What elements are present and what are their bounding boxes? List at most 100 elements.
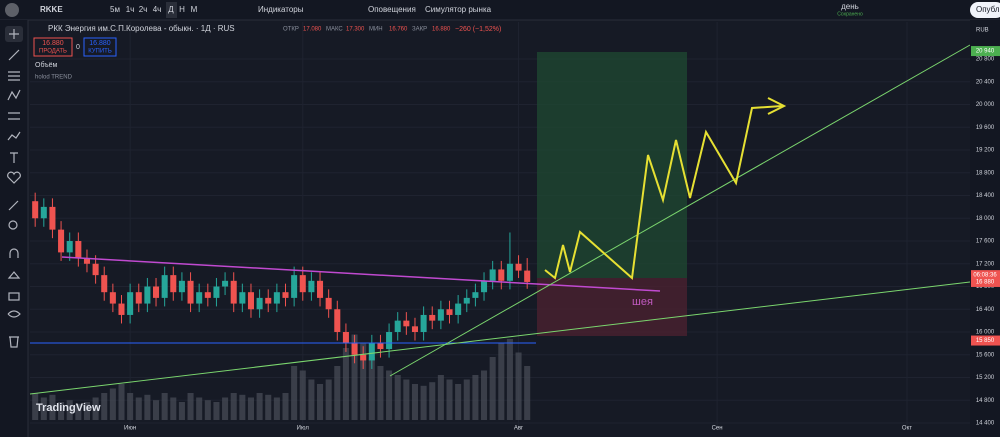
candle-body [256,297,263,310]
volume-bar [299,370,306,420]
ohlc-label: ЗАКР [412,27,427,33]
sell-price[interactable]: 16.880 [42,40,64,47]
zoom-tool[interactable] [8,220,18,230]
lock-tool[interactable] [8,292,20,301]
candle-body [386,332,393,350]
change: −260 (−1,52%) [455,26,501,33]
arrow-head [767,97,787,115]
volume-bar [239,394,246,420]
candle-body [308,280,315,293]
ohlc-value: 16.760 [389,27,408,33]
volume-bar [498,343,505,420]
interval-button[interactable]: 1ч [126,5,135,14]
visibility-tool[interactable] [7,310,21,318]
price-scale-labels: 14 400 14 800 15 200 15 600 16 000 16 400 16 8… [971,46,1000,427]
replay-button[interactable]: Симулятор рынка [425,5,492,14]
buy-button[interactable] [83,37,117,57]
buy-price[interactable]: 16.880 [89,40,111,47]
interval-button[interactable]: М [191,5,198,14]
forecast-path [544,105,783,280]
price-tag-label: 20 940 [976,49,995,55]
text-tool[interactable] [10,152,18,163]
volume-bar [515,352,522,420]
x-tick-label: Июн [124,426,136,432]
candle-body [153,286,160,298]
volume-bar [222,397,229,420]
y-tick-label: 19 200 [976,148,995,154]
avatar[interactable] [5,3,19,17]
sell-label[interactable]: ПРОДАТЬ [39,49,67,55]
volume-bar [40,397,47,420]
volume-bar [377,366,384,420]
volume-bar [282,393,289,420]
y-tick-label: 20 400 [976,79,995,85]
pattern-tool[interactable] [7,89,21,101]
symbol[interactable]: RKKE [40,5,63,14]
layout-name[interactable]: день [841,2,859,11]
crosshair-tool[interactable] [9,29,19,39]
volume-bar [204,400,211,420]
indicator-label: holod TREND [35,75,73,81]
volume-bar [429,382,436,420]
volume-bar [230,393,237,420]
candle-body [66,241,73,253]
fib-tool[interactable] [8,71,20,81]
volume-bar [403,379,410,420]
projection-tool[interactable] [8,112,20,120]
brush-tool[interactable] [7,131,21,141]
ohlc-value: 16.880 [432,27,451,33]
magnet-tool[interactable] [9,248,19,258]
y-tick-label: 15 600 [976,352,995,358]
volume-bar [273,397,280,420]
price-tag [971,270,1000,281]
alerts-button[interactable]: Оповещения [368,5,416,14]
interval-button[interactable]: Н [179,5,185,14]
candle-body [360,354,367,361]
top-toolbar [0,0,1000,20]
candle-body [75,241,82,259]
volume-bar [265,394,272,420]
neckline [61,256,661,292]
candle-body [481,280,488,293]
volume-bar [334,366,341,420]
y-tick-label: 18 400 [976,193,995,199]
interval-button[interactable]: 4ч [153,5,162,14]
candle-body [247,292,254,310]
volume-bar [109,388,116,420]
candle-body [222,280,229,287]
volume-bar [446,379,453,420]
candle-body [161,275,168,298]
draw-mode-tool[interactable] [7,271,21,279]
x-tick-label: Авг [514,426,524,432]
candle-body [351,343,358,355]
candle-body [109,292,116,304]
volume-bar [489,357,496,420]
interval-button[interactable]: Д [168,5,174,14]
y-tick-label: 15 200 [976,375,995,381]
publish-label[interactable]: Опубл [976,5,1000,14]
candle-body [230,280,237,304]
interval-active [166,2,177,18]
volume-bar [394,375,401,420]
candle-body [291,275,298,298]
candle-body [187,280,194,304]
buy-label[interactable]: КУПИТЬ [88,49,112,55]
interval-button[interactable]: 5м [110,5,120,14]
y-tick-label: 16 800 [976,284,995,290]
currency: RUB [976,28,989,34]
candle-body [377,343,384,350]
line-tool[interactable] [8,49,20,61]
volume-bar [481,370,488,420]
ohlc-label: МИН [369,27,383,33]
sell-button[interactable] [33,37,73,57]
publish-button[interactable] [970,2,1000,18]
indicators-button[interactable]: Индикаторы [258,5,304,14]
profit-zone [537,52,687,278]
watermark: TradingView [36,402,101,414]
ruler-tool[interactable] [8,200,19,211]
favorites-tool[interactable] [7,171,21,184]
volume-bar [49,394,56,420]
price-tag [971,335,1000,346]
interval-button[interactable]: 2ч [139,5,148,14]
trash-tool[interactable] [9,336,19,348]
